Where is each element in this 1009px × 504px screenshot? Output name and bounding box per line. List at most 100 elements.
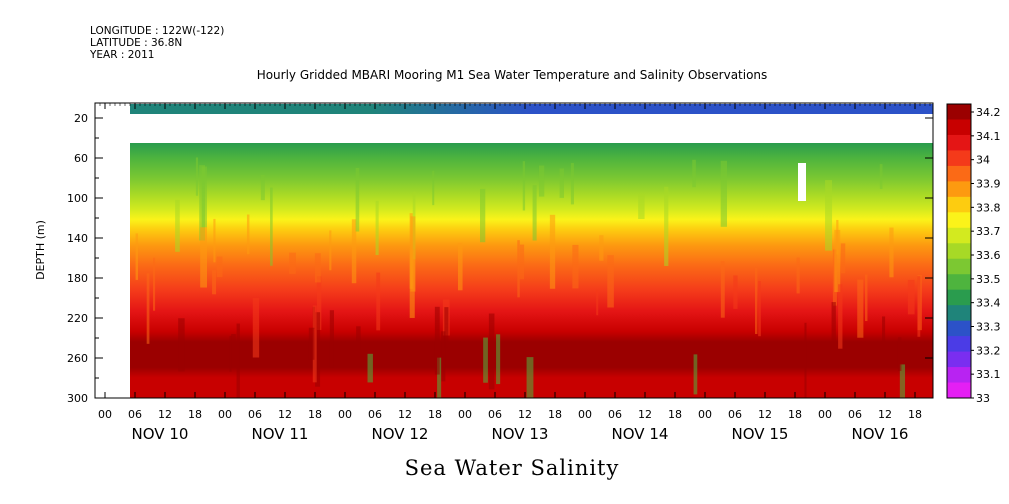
x-tick-label: 00 — [578, 408, 592, 421]
colorbar-label: 33.6 — [976, 249, 1001, 262]
x-day-label: NOV 16 — [852, 425, 909, 443]
field-streak — [236, 323, 240, 398]
colorbar-swatch — [947, 119, 971, 136]
x-day-label: NOV 13 — [492, 425, 549, 443]
field-streak — [178, 318, 185, 372]
x-tick-label: 06 — [728, 408, 742, 421]
colorbar-label: 33.2 — [976, 344, 1001, 357]
field-streak — [834, 229, 841, 293]
colorbar: 34.2 34.1 34 33.9 33.8 33.7 33.6 33.5 33.4 33.3 33… — [946, 103, 1001, 405]
colorbar-swatch — [947, 274, 971, 291]
field-streak — [146, 273, 150, 344]
y-tick-label: 180 — [67, 272, 88, 285]
colorbar-label: 33 — [976, 392, 990, 405]
field-streak — [434, 306, 440, 375]
x-tick-label: 06 — [488, 408, 502, 421]
field-streak — [488, 313, 495, 390]
colorbar-swatch — [947, 258, 971, 275]
colorbar-swatch — [947, 165, 971, 182]
y-axis: 20 60 100 140 180 220 260 300 — [67, 112, 933, 405]
colorbar-swatch — [947, 305, 971, 322]
field-streak — [865, 274, 868, 322]
latitude-label: LATITUDE : 36.8N — [90, 37, 182, 49]
field-streak — [638, 194, 645, 220]
y-tick-label: 60 — [74, 152, 88, 165]
x-tick-label: 06 — [848, 408, 862, 421]
field-streak — [199, 165, 205, 241]
colorbar-swatch — [947, 196, 971, 213]
field-streak — [260, 174, 265, 201]
colorbar-swatch — [947, 382, 971, 399]
field-streak — [572, 244, 579, 289]
x-tick-label: 06 — [128, 408, 142, 421]
field-streak — [308, 327, 315, 360]
x-tick-label: 18 — [908, 408, 922, 421]
x-tick-label: 00 — [818, 408, 832, 421]
field-streak — [329, 310, 334, 368]
plot-area — [94, 102, 934, 399]
y-tick-label: 300 — [67, 392, 88, 405]
field-streak — [733, 275, 738, 309]
field-streak — [570, 162, 574, 205]
colorbar-swatch — [947, 150, 971, 167]
colorbar-swatch — [947, 134, 971, 151]
x-tick-label: 00 — [218, 408, 232, 421]
x-tick-label: 12 — [158, 408, 172, 421]
field-streak — [444, 307, 449, 348]
field-streak — [857, 279, 864, 338]
x-tick-label: 18 — [548, 408, 562, 421]
colorbar-swatch — [947, 181, 971, 198]
field-streak — [758, 281, 761, 337]
field-streak — [897, 337, 902, 371]
colorbar-swatch — [947, 351, 971, 368]
colorbar-label: 33.8 — [976, 201, 1001, 214]
colorbar-label: 34.2 — [976, 106, 1001, 119]
y-tick-label: 20 — [74, 112, 88, 125]
y-axis-label: DEPTH (m) — [34, 220, 47, 280]
field-streak — [367, 353, 373, 383]
field-streak — [457, 242, 463, 291]
colorbar-label: 33.7 — [976, 225, 1001, 238]
field-streak — [175, 199, 180, 252]
field-streak — [522, 161, 526, 211]
colorbar-swatch — [947, 367, 971, 384]
field-streak — [692, 159, 696, 188]
field-streak — [596, 289, 599, 316]
field-streak — [526, 357, 534, 398]
field-streak — [195, 157, 199, 196]
colorbar-label: 33.1 — [976, 368, 1001, 381]
field-streak — [441, 331, 446, 382]
x-tick-label: 00 — [458, 408, 472, 421]
colorbar-swatch — [947, 227, 971, 244]
x-day-label: NOV 15 — [732, 425, 789, 443]
x-tick-label: 12 — [398, 408, 412, 421]
x-tick-label: 12 — [758, 408, 772, 421]
field-streak — [216, 256, 223, 278]
x-tick-label: 00 — [98, 408, 112, 421]
field-streak — [246, 214, 250, 255]
field-streak — [879, 164, 883, 190]
year-label: YEAR : 2011 — [89, 49, 154, 61]
field-streak — [519, 244, 525, 280]
field-streak — [316, 276, 322, 330]
field-streak — [483, 337, 488, 383]
colorbar-label: 33.9 — [976, 178, 1001, 191]
x-day-label: NOV 14 — [612, 425, 669, 443]
x-tick-label: 18 — [788, 408, 802, 421]
field-streak — [356, 326, 361, 351]
colorbar-label: 33.4 — [976, 297, 1001, 310]
field-streak — [836, 219, 839, 255]
field-streak — [351, 219, 357, 284]
colorbar-swatch — [947, 320, 971, 337]
colorbar-label: 33.5 — [976, 273, 1001, 286]
field-streak — [312, 305, 317, 383]
colorbar-swatch — [947, 104, 971, 120]
y-tick-label: 220 — [67, 312, 88, 325]
x-tick-label: 06 — [608, 408, 622, 421]
colorbar-swatch — [947, 212, 971, 229]
field-streak — [693, 354, 698, 395]
field-streak — [496, 334, 501, 385]
colorbar-label: 34 — [976, 154, 990, 167]
field-streak — [355, 168, 360, 232]
field-streak — [796, 257, 800, 294]
